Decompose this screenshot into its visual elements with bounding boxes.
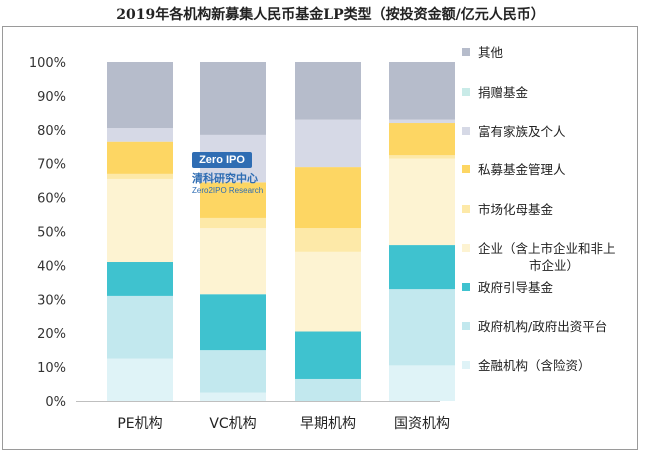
- y-tick-label: 50%: [37, 226, 66, 241]
- x-tick-label: 早期机构: [300, 416, 356, 432]
- bar-segment: [107, 358, 173, 401]
- y-tick-label: 10%: [37, 361, 66, 376]
- legend-label: 捐赠基金: [478, 85, 529, 100]
- y-axis: 0% 10% 20% 30% 40% 50% 60% 70% 80% 90% 100%: [29, 56, 440, 410]
- legend-label: 企业（含上市企业和非上市企业）: [478, 241, 616, 273]
- legend-swatch: [462, 48, 470, 56]
- bar-segment: [200, 182, 266, 218]
- bar-segment: [295, 62, 361, 120]
- legend-label: 金融机构（含险资）: [478, 358, 591, 373]
- bar-segment: [295, 228, 361, 252]
- watermark-logo-badge: Zero IPO: [192, 152, 252, 168]
- bar-segment: [107, 178, 173, 263]
- legend-label: 其他: [478, 45, 504, 60]
- legend-label: 富有家族及个人: [478, 124, 566, 139]
- legend-swatch: [462, 322, 470, 330]
- watermark-cn-text: 清科研究中心: [192, 172, 258, 185]
- x-tick-label: PE机构: [117, 416, 162, 432]
- bar-segment: [295, 167, 361, 229]
- bar-segment: [107, 62, 173, 129]
- legend-swatch: [462, 361, 470, 369]
- bar-segment: [389, 123, 455, 156]
- bars: [107, 62, 455, 401]
- legend-label: 私募基金管理人: [478, 162, 566, 177]
- y-tick-label: 0%: [45, 395, 66, 410]
- legend-label: 政府机构/政府出资平台: [478, 319, 607, 334]
- x-tick-label: VC机构: [209, 416, 256, 432]
- legend-label: 政府引导基金: [478, 280, 554, 295]
- legend-swatch: [462, 283, 470, 291]
- y-tick-label: 20%: [37, 327, 66, 342]
- y-tick-label: 70%: [37, 158, 66, 173]
- bar-segment: [107, 295, 173, 359]
- bar-segment: [200, 62, 266, 135]
- bar-segment: [389, 158, 455, 246]
- x-tick-label: 国资机构: [394, 416, 450, 432]
- y-tick-label: 80%: [37, 124, 66, 139]
- legend-swatch: [462, 165, 470, 173]
- bar-segment: [389, 365, 455, 401]
- y-tick-label: 60%: [37, 192, 66, 207]
- bar-segment: [389, 289, 455, 366]
- bar-segment: [107, 141, 173, 174]
- legend-swatch: [462, 88, 470, 96]
- bar-segment: [295, 119, 361, 168]
- bar-segment: [295, 378, 361, 401]
- y-tick-label: 30%: [37, 293, 66, 308]
- legend: 其他捐赠基金富有家族及个人私募基金管理人市场化母基金企业（含上市企业和非上市企业…: [462, 45, 616, 373]
- bar-segment: [389, 119, 455, 124]
- bar-segment: [200, 350, 266, 393]
- bar-segment: [107, 128, 173, 142]
- bar-segment: [389, 62, 455, 120]
- watermark-en-text: Zero2IPO Research: [192, 186, 264, 195]
- bar-segment: [200, 217, 266, 229]
- legend-swatch: [462, 205, 470, 213]
- chart-frame: [2, 26, 638, 450]
- bar-segment: [107, 173, 173, 179]
- legend-swatch: [462, 244, 470, 252]
- bar-segment: [107, 262, 173, 296]
- y-tick-label: 90%: [37, 90, 66, 105]
- bar-segment: [200, 294, 266, 351]
- bar-segment: [200, 228, 266, 295]
- bar-segment: [389, 155, 455, 159]
- bar-segment: [200, 392, 266, 401]
- chart-title: 2019年各机构新募集人民币基金LP类型（按投资金额/亿元人民币）: [116, 7, 545, 23]
- legend-label: 市场化母基金: [478, 202, 554, 217]
- y-tick-label: 40%: [37, 259, 66, 274]
- bar-segment: [389, 245, 455, 290]
- y-tick-label: 100%: [29, 56, 66, 71]
- bar-segment: [295, 331, 361, 379]
- bar-segment: [295, 251, 361, 332]
- watermark-logo: Zero IPO 清科研究中心 Zero2IPO Research: [192, 152, 274, 195]
- x-axis: PE机构 VC机构 早期机构 国资机构: [117, 416, 450, 432]
- legend-swatch: [462, 127, 470, 135]
